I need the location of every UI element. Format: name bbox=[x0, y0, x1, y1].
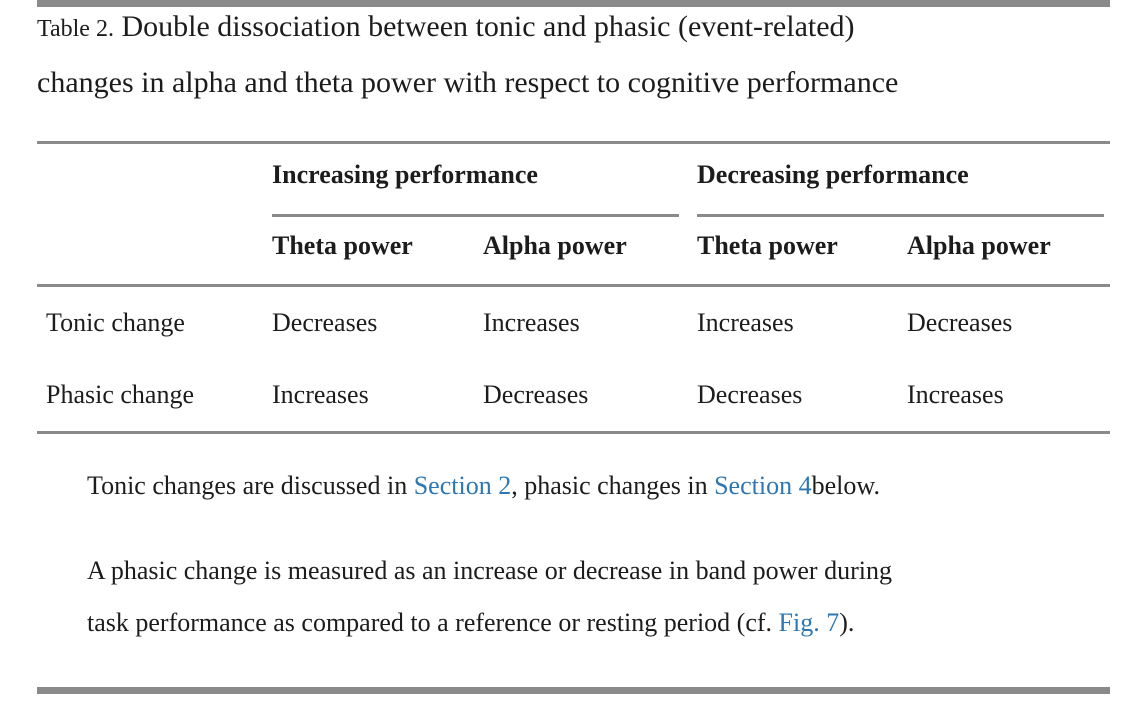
footnote-text: below. bbox=[811, 471, 880, 500]
group-header-increasing: Increasing performance bbox=[272, 160, 538, 189]
group-header-decreasing: Decreasing performance bbox=[697, 160, 969, 189]
table-bottom-rule bbox=[37, 431, 1110, 434]
row-label-tonic-change: Tonic change bbox=[46, 308, 185, 337]
row-label-phasic-change: Phasic change bbox=[46, 380, 195, 409]
table-footnote-2-line1: A phasic change is measured as an increa… bbox=[87, 558, 892, 584]
bottom-divider-bar bbox=[37, 687, 1110, 694]
caption-line1: Double dissociation between tonic and ph… bbox=[121, 10, 855, 43]
table-cell: Decreases bbox=[272, 308, 378, 337]
section-4-link[interactable]: Section 4 bbox=[714, 471, 812, 500]
table-footnote-2-line2: task performance as compared to a refere… bbox=[87, 610, 854, 636]
table-caption: Table 2. Double dissociation between ton… bbox=[37, 0, 1117, 109]
footnote-text: Tonic changes are discussed in bbox=[87, 471, 414, 500]
group-rule-decreasing bbox=[697, 214, 1104, 217]
table-footnote-1: Tonic changes are discussed in Section 2… bbox=[87, 473, 880, 499]
caption-line2: changes in alpha and theta power with re… bbox=[37, 66, 899, 99]
table-cell: Increases bbox=[907, 380, 1004, 409]
fig-7-link[interactable]: Fig. 7 bbox=[778, 608, 840, 637]
column-header-alpha-power-1: Alpha power bbox=[483, 231, 627, 260]
column-header-theta-power-1: Theta power bbox=[272, 231, 413, 260]
footnote-text: , phasic changes in bbox=[511, 471, 715, 500]
table-cell: Decreases bbox=[483, 380, 589, 409]
section-2-link[interactable]: Section 2 bbox=[413, 471, 512, 500]
top-divider-bar bbox=[37, 0, 1110, 7]
table-top-rule bbox=[37, 141, 1110, 144]
column-header-theta-power-2: Theta power bbox=[697, 231, 838, 260]
group-rule-increasing bbox=[272, 214, 679, 217]
footnote-text: task performance as compared to a refere… bbox=[87, 608, 779, 637]
table-number-label: Table 2. bbox=[37, 16, 114, 42]
table-cell: Decreases bbox=[907, 308, 1013, 337]
table-cell: Decreases bbox=[697, 380, 803, 409]
table-cell: Increases bbox=[272, 380, 369, 409]
footnote-text: ). bbox=[839, 608, 855, 637]
table-cell: Increases bbox=[483, 308, 580, 337]
column-header-alpha-power-2: Alpha power bbox=[907, 231, 1051, 260]
header-body-rule bbox=[37, 284, 1110, 287]
footnote-text: A phasic change is measured as an increa… bbox=[87, 556, 892, 585]
table-cell: Increases bbox=[697, 308, 794, 337]
